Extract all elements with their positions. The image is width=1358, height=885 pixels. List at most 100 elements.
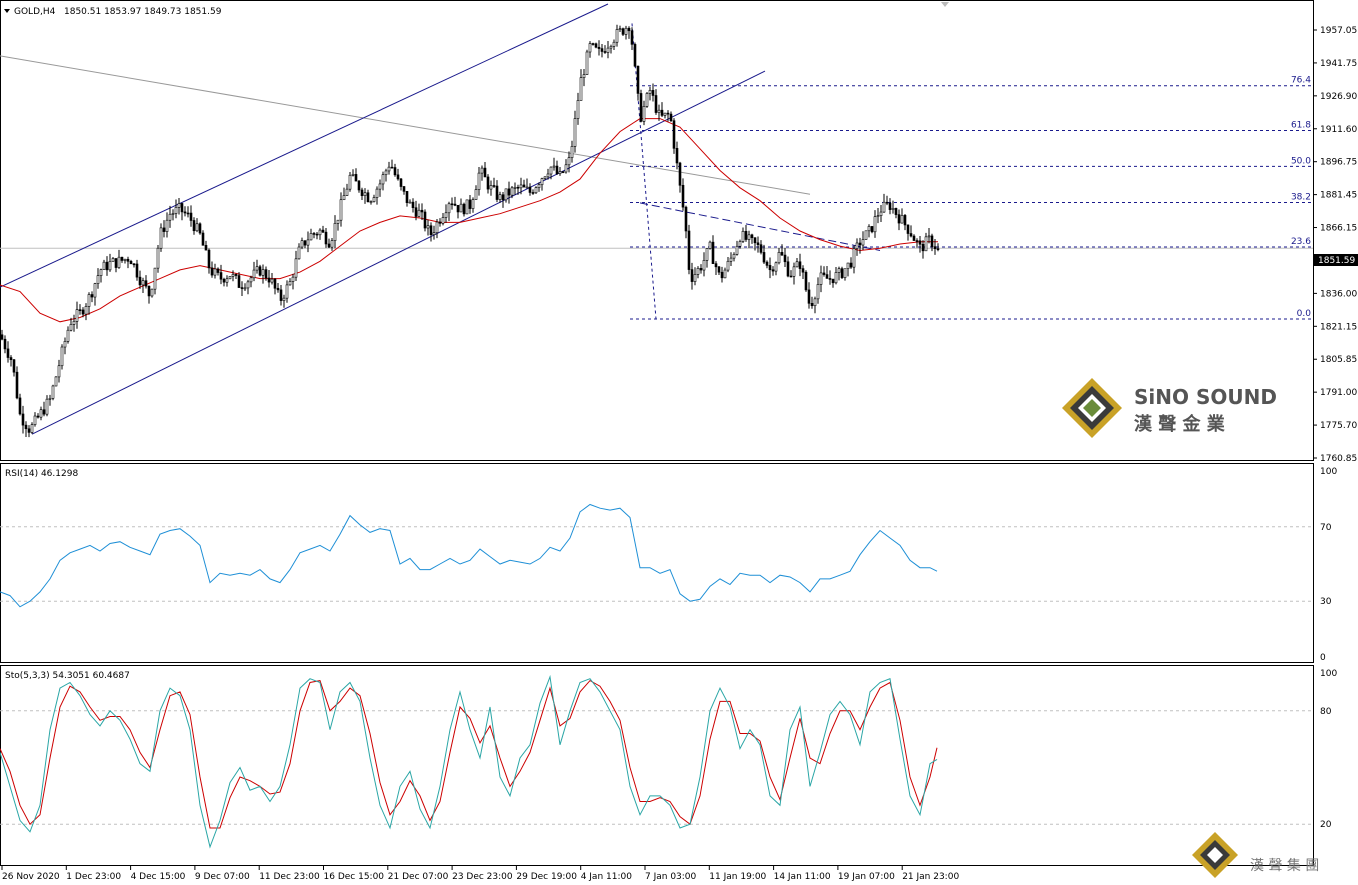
- candle: [66, 326, 70, 344]
- rsi-tick-label: 30: [1320, 597, 1332, 607]
- candle-body: [90, 294, 94, 298]
- moving-average-line: [0, 118, 938, 323]
- candle-body: [858, 242, 862, 246]
- candle: [447, 201, 451, 221]
- candle: [810, 296, 814, 309]
- candle: [162, 220, 166, 238]
- candle-body: [570, 146, 574, 158]
- candle: [294, 250, 298, 282]
- candle: [444, 204, 448, 223]
- time-tick-label: 4 Jan 11:00: [581, 872, 633, 882]
- candle-body: [3, 338, 7, 350]
- candle: [57, 359, 61, 383]
- price-tick-label: 1866.15: [1320, 224, 1357, 234]
- candle-body: [561, 171, 565, 173]
- candle-body: [501, 194, 505, 201]
- candle-body: [621, 28, 625, 35]
- candle-body: [399, 178, 403, 187]
- candle-body: [684, 206, 688, 232]
- candle: [126, 256, 130, 269]
- candle: [300, 237, 304, 250]
- candle-body: [378, 183, 382, 190]
- candle: [303, 240, 307, 249]
- candle: [276, 282, 280, 293]
- candle: [261, 264, 265, 284]
- candle-body: [612, 41, 616, 47]
- candle-body: [462, 203, 466, 215]
- candle: [336, 219, 340, 231]
- gray-trendline: [0, 55, 811, 195]
- candle: [54, 376, 58, 387]
- candle: [495, 180, 499, 203]
- candle-body: [669, 113, 673, 122]
- candle-body: [219, 272, 223, 280]
- candle: [876, 208, 880, 224]
- candle-body: [147, 285, 151, 297]
- candle: [354, 168, 358, 182]
- candle-body: [663, 112, 667, 116]
- candle-body: [156, 247, 160, 269]
- candle: [579, 69, 583, 101]
- candle: [705, 248, 709, 268]
- collapse-triangle-icon[interactable]: [4, 9, 10, 13]
- candle: [51, 384, 55, 401]
- candle: [651, 83, 655, 102]
- candle: [87, 292, 91, 315]
- candle-body: [366, 192, 370, 203]
- fib-level-label: 38.2: [1291, 192, 1311, 202]
- candle: [648, 86, 652, 101]
- candle-body: [708, 241, 712, 249]
- candle: [513, 182, 517, 195]
- time-tick-label: 16 Dec 15:00: [324, 872, 385, 882]
- candle-body: [78, 309, 82, 311]
- candle-body: [486, 176, 490, 190]
- candle: [267, 270, 271, 288]
- candle: [75, 301, 79, 329]
- candle: [537, 182, 541, 192]
- candle: [729, 252, 733, 266]
- candle: [921, 240, 925, 259]
- symbol-header: GOLD,H4 1850.51 1853.97 1849.73 1851.59: [4, 7, 222, 17]
- candle: [576, 92, 580, 125]
- candle-body: [129, 261, 133, 265]
- candle: [861, 231, 865, 251]
- candle: [612, 39, 616, 51]
- candle: [483, 162, 487, 178]
- time-tick-label: 1 Dec 23:00: [66, 872, 121, 882]
- candle: [324, 227, 328, 248]
- price-tick-label: 1805.85: [1320, 355, 1357, 365]
- candle-body: [81, 309, 85, 315]
- candle: [195, 218, 199, 233]
- candle-body: [213, 268, 217, 276]
- candle-body: [48, 397, 52, 400]
- x-axis: 26 Nov 2020 1 Dec 23:00 4 Dec 15:00 9 Dec 0…: [1, 866, 959, 882]
- candle-body: [750, 234, 754, 239]
- candle: [288, 278, 292, 286]
- candle: [822, 266, 826, 277]
- candle-body: [9, 357, 13, 361]
- candle-body: [33, 415, 37, 425]
- candle: [279, 285, 283, 306]
- candle-body: [753, 237, 757, 244]
- candle-body: [552, 165, 556, 168]
- fib-level-label: 61.8: [1291, 120, 1311, 130]
- fib-level-label: 76.4: [1291, 76, 1311, 86]
- candle: [255, 259, 259, 274]
- candle: [477, 166, 481, 196]
- candle-body: [864, 230, 868, 240]
- candle: [855, 238, 859, 256]
- candle: [201, 230, 205, 246]
- dashed-resistance-line: [639, 202, 881, 251]
- candle-body: [498, 194, 502, 200]
- candle: [828, 270, 832, 285]
- time-tick-label: 11 Jan 19:00: [709, 872, 766, 882]
- candle: [561, 171, 565, 174]
- shift-marker-icon[interactable]: [941, 2, 949, 7]
- candle: [372, 194, 376, 203]
- candle: [843, 268, 847, 281]
- candle-body: [300, 240, 304, 248]
- candle: [615, 24, 619, 47]
- candle: [894, 207, 898, 219]
- candle: [768, 257, 772, 279]
- candle: [570, 140, 574, 163]
